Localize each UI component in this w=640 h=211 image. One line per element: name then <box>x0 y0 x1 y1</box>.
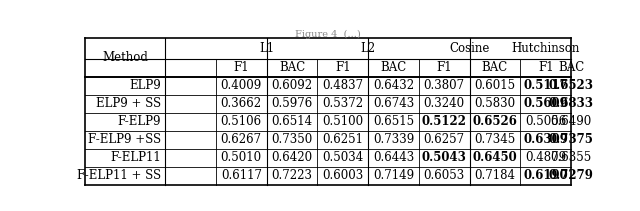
Text: F-ELP11: F-ELP11 <box>111 151 161 164</box>
Text: 0.5010: 0.5010 <box>221 151 262 164</box>
Text: 0.5122: 0.5122 <box>422 115 467 128</box>
Text: Hutchinson: Hutchinson <box>511 42 580 55</box>
Text: BAC: BAC <box>380 61 406 74</box>
Text: 0.5609: 0.5609 <box>524 97 568 110</box>
Text: 0.6355: 0.6355 <box>550 151 591 164</box>
Text: 0.5372: 0.5372 <box>322 97 364 110</box>
Text: 0.6257: 0.6257 <box>424 133 465 146</box>
Text: 0.7350: 0.7350 <box>271 133 312 146</box>
Text: 0.7375: 0.7375 <box>548 133 593 146</box>
Text: Cosine: Cosine <box>449 42 490 55</box>
Text: F-ELP9 +SS: F-ELP9 +SS <box>88 133 161 146</box>
Text: F-ELP11 + SS: F-ELP11 + SS <box>77 169 161 182</box>
Text: Figure 4  (...): Figure 4 (...) <box>295 30 361 39</box>
Text: 0.6515: 0.6515 <box>373 115 414 128</box>
Text: L1: L1 <box>259 42 274 55</box>
Text: BAC: BAC <box>482 61 508 74</box>
Text: F-ELP9: F-ELP9 <box>118 115 161 128</box>
Text: 0.6833: 0.6833 <box>548 97 593 110</box>
Text: F1: F1 <box>234 61 249 74</box>
Text: 0.5100: 0.5100 <box>322 115 364 128</box>
Text: 0.6743: 0.6743 <box>373 97 414 110</box>
Text: F1: F1 <box>538 61 554 74</box>
Text: 0.4837: 0.4837 <box>322 79 364 92</box>
Text: 0.3662: 0.3662 <box>221 97 262 110</box>
Text: 0.6092: 0.6092 <box>271 79 312 92</box>
Text: 0.6190: 0.6190 <box>524 169 568 182</box>
Text: Method: Method <box>102 51 148 64</box>
Text: BAC: BAC <box>558 61 584 74</box>
Text: 0.6053: 0.6053 <box>424 169 465 182</box>
Text: L2: L2 <box>360 42 376 55</box>
Text: 0.7339: 0.7339 <box>373 133 414 146</box>
Text: 0.3807: 0.3807 <box>424 79 465 92</box>
Text: 0.7149: 0.7149 <box>373 169 414 182</box>
Text: 0.5830: 0.5830 <box>474 97 515 110</box>
Text: 0.6443: 0.6443 <box>373 151 414 164</box>
Text: 0.6267: 0.6267 <box>221 133 262 146</box>
Text: 0.7223: 0.7223 <box>271 169 312 182</box>
Text: 0.5056: 0.5056 <box>525 115 566 128</box>
Text: 0.7279: 0.7279 <box>548 169 593 182</box>
Text: F1: F1 <box>436 61 452 74</box>
Text: 0.5034: 0.5034 <box>322 151 364 164</box>
Text: 0.6420: 0.6420 <box>271 151 312 164</box>
Text: 0.5117: 0.5117 <box>524 79 568 92</box>
Text: 0.6309: 0.6309 <box>524 133 568 146</box>
Text: 0.4009: 0.4009 <box>221 79 262 92</box>
Text: 0.6003: 0.6003 <box>322 169 364 182</box>
Text: 0.5106: 0.5106 <box>221 115 262 128</box>
Text: ELP9 + SS: ELP9 + SS <box>96 97 161 110</box>
Text: ELP9: ELP9 <box>129 79 161 92</box>
Text: F1: F1 <box>335 61 351 74</box>
Text: 0.6526: 0.6526 <box>472 115 517 128</box>
Text: 0.7345: 0.7345 <box>474 133 516 146</box>
Text: 0.6523: 0.6523 <box>548 79 593 92</box>
Text: 0.6117: 0.6117 <box>221 169 262 182</box>
Text: 0.6490: 0.6490 <box>550 115 591 128</box>
Text: 0.5976: 0.5976 <box>271 97 312 110</box>
Text: 0.5043: 0.5043 <box>422 151 467 164</box>
Text: 0.6432: 0.6432 <box>373 79 414 92</box>
Text: 0.6450: 0.6450 <box>472 151 517 164</box>
Text: 0.7184: 0.7184 <box>474 169 515 182</box>
Text: 0.6251: 0.6251 <box>322 133 364 146</box>
Text: 0.3240: 0.3240 <box>424 97 465 110</box>
Text: 0.6015: 0.6015 <box>474 79 515 92</box>
Text: BAC: BAC <box>279 61 305 74</box>
Text: 0.4879: 0.4879 <box>525 151 566 164</box>
Text: 0.6514: 0.6514 <box>271 115 312 128</box>
